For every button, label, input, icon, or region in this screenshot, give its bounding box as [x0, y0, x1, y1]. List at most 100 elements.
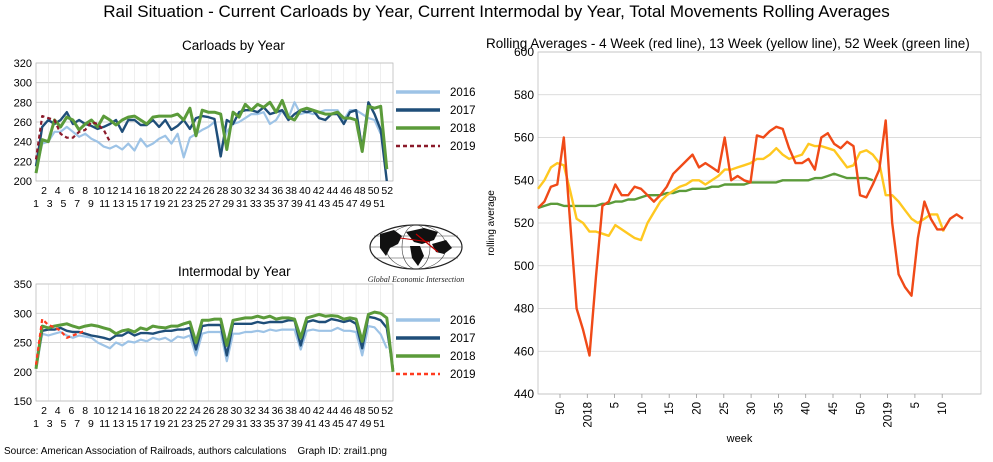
intermodal-title: Intermodal by Year — [178, 264, 291, 279]
x-tick-label-bottom: 13 — [113, 418, 125, 430]
series-line-2017 — [34, 101, 388, 182]
x-tick-label-top: 8 — [82, 185, 88, 197]
x-tick-label-top: 12 — [107, 405, 119, 417]
x-tick-label-top: 10 — [93, 185, 105, 197]
y-tick-label: 200 — [14, 367, 32, 379]
x-tick-label-top: 36 — [272, 185, 284, 197]
series-line-2016 — [34, 101, 382, 172]
x-tick-label-top: 48 — [354, 405, 366, 417]
source-note: Source: American Association of Railroad… — [4, 446, 287, 457]
x-tick-label-top: 48 — [354, 185, 366, 197]
x-tick-label-bottom: 3 — [47, 198, 53, 210]
y-tick-label: 250 — [14, 338, 32, 350]
x-tick-label-top: 50 — [368, 185, 380, 197]
series-line-2016 — [34, 324, 388, 369]
x-tick-label-bottom: 11 — [99, 198, 110, 210]
x-tick-label-bottom: 7 — [74, 418, 80, 430]
plot-frame — [35, 283, 394, 402]
x-tick-label-bottom: 45 — [332, 198, 344, 210]
x-tick-label-top: 2 — [41, 185, 47, 197]
x-tick-label-bottom: 5 — [61, 198, 67, 210]
x-tick-label-top: 40 — [299, 185, 311, 197]
logo-text: Global Economic Intersection — [368, 275, 464, 284]
x-tick-label-top: 6 — [69, 185, 75, 197]
x-tick-label-top: 30 — [230, 405, 242, 417]
x-tick-label-top: 46 — [340, 185, 352, 197]
x-tick-label-top: 42 — [313, 185, 325, 197]
x-tick-label-bottom: 45 — [332, 418, 344, 430]
x-tick-label-bottom: 29 — [222, 198, 234, 210]
x-tick-label-top: 46 — [340, 405, 352, 417]
x-tick-label-top: 36 — [272, 405, 284, 417]
y-tick-label: 220 — [14, 156, 32, 168]
x-tick-label-bottom: 17 — [140, 418, 152, 430]
x-tick-label-bottom: 41 — [305, 198, 317, 210]
legend-label-2017: 2017 — [450, 105, 476, 117]
x-tick-label-top: 28 — [217, 185, 229, 197]
x-tick-label: 2018 — [582, 402, 594, 428]
x-tick-label-bottom: 35 — [264, 418, 276, 430]
x-tick-label-bottom: 31 — [236, 198, 248, 210]
x-tick-label-top: 32 — [244, 185, 256, 197]
x-tick-label-bottom: 3 — [47, 418, 53, 430]
x-tick-label-top: 44 — [327, 185, 339, 197]
y-tick-label: 300 — [14, 308, 32, 320]
y-tick-label: 240 — [14, 137, 32, 149]
x-tick-label-bottom: 51 — [373, 198, 385, 210]
x-tick-label-top: 18 — [148, 405, 160, 417]
x-tick-label-top: 8 — [82, 405, 88, 417]
footer: Source: American Association of Railroad… — [4, 446, 387, 457]
x-tick-label-top: 4 — [55, 405, 61, 417]
x-tick-label-bottom: 1 — [33, 418, 39, 430]
x-tick-label-bottom: 23 — [181, 198, 193, 210]
x-tick-label: 25 — [719, 402, 731, 415]
y-tick-label: 560 — [514, 131, 534, 145]
y-tick-label: 540 — [514, 173, 534, 187]
x-tick-label-bottom: 25 — [195, 418, 207, 430]
globe-icon — [369, 224, 463, 270]
x-tick-label: 50 — [555, 402, 567, 415]
x-tick-label: 50 — [855, 402, 867, 415]
y-axis-label: rolling average — [486, 190, 497, 256]
x-tick-label-top: 30 — [230, 185, 242, 197]
x-tick-label-bottom: 21 — [167, 418, 179, 430]
y-tick-label: 150 — [14, 396, 32, 408]
x-tick-label-top: 22 — [175, 405, 187, 417]
x-tick-label-bottom: 37 — [277, 418, 289, 430]
legend-label-2017: 2017 — [450, 333, 476, 345]
x-tick-label-bottom: 29 — [222, 418, 234, 430]
x-tick-label-bottom: 33 — [250, 418, 262, 430]
legend-label-2016: 2016 — [450, 87, 476, 99]
series-line-13-week — [537, 142, 945, 242]
x-tick-label-top: 10 — [93, 405, 105, 417]
x-tick-label-bottom: 49 — [360, 198, 372, 210]
x-tick-label-bottom: 27 — [209, 418, 221, 430]
y-tick-label: 440 — [514, 387, 534, 401]
legend-label-2018: 2018 — [450, 351, 476, 363]
x-tick-label-bottom: 17 — [140, 198, 152, 210]
x-tick-label-top: 34 — [258, 185, 270, 197]
y-tick-label: 320 — [14, 58, 32, 70]
x-tick-label: 30 — [746, 402, 758, 415]
x-tick-label-bottom: 47 — [346, 198, 358, 210]
x-tick-label-top: 32 — [244, 405, 256, 417]
rolling-title: Rolling Averages - 4 Week (red line), 13… — [486, 36, 970, 51]
x-tick-label-top: 52 — [381, 405, 393, 417]
y-tick-label: 350 — [14, 279, 32, 291]
x-tick-label-bottom: 9 — [88, 198, 94, 210]
gei-logo: Global Economic Intersection — [368, 224, 464, 284]
x-tick-label-bottom: 23 — [181, 418, 193, 430]
x-tick-label-top: 22 — [175, 185, 187, 197]
x-tick-label-bottom: 15 — [126, 198, 138, 210]
plot-frame — [35, 62, 394, 182]
plot-frame — [537, 51, 982, 395]
x-tick-label-top: 24 — [189, 405, 201, 417]
y-tick-label: 600 — [514, 48, 534, 59]
x-tick-label: 40 — [801, 402, 813, 415]
x-tick-label-top: 28 — [217, 405, 229, 417]
series-line-2018 — [34, 310, 395, 372]
y-tick-label: 300 — [14, 78, 32, 90]
main-title: Rail Situation - Current Carloads by Yea… — [103, 2, 890, 21]
